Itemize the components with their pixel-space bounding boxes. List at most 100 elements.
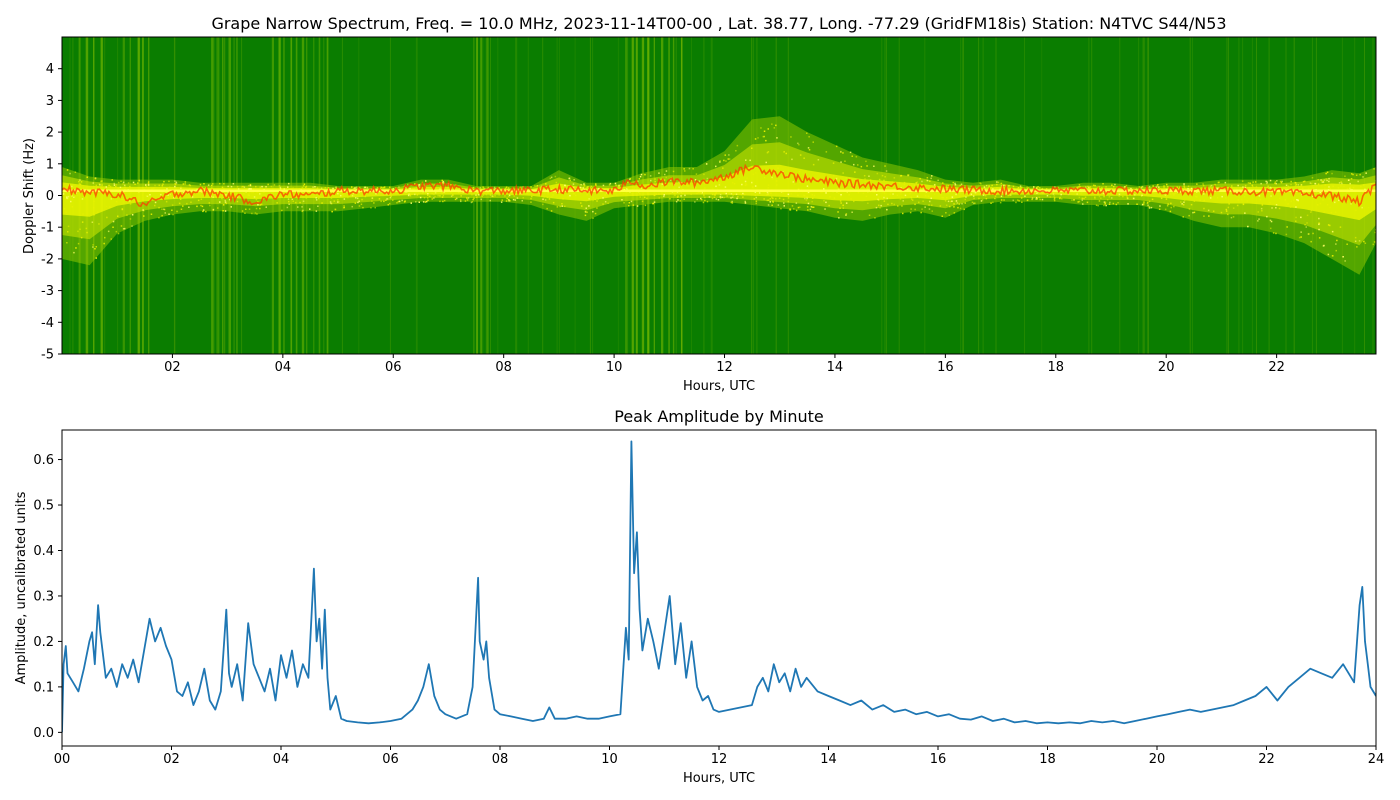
speckle	[1265, 180, 1267, 183]
speckle	[695, 186, 697, 189]
speckle	[1078, 200, 1081, 203]
speckle	[604, 194, 607, 196]
y-tick-label: 0.0	[33, 726, 54, 741]
speckle	[441, 191, 444, 193]
speckle	[128, 200, 131, 202]
speckle	[66, 186, 68, 189]
speckle	[574, 188, 576, 190]
speckle	[887, 203, 889, 206]
speckle	[965, 196, 967, 198]
speckle	[559, 205, 561, 208]
speckle	[1105, 204, 1107, 207]
speckle	[722, 167, 724, 169]
speckle	[1017, 188, 1019, 190]
speckle	[378, 198, 381, 200]
speckle	[646, 197, 648, 200]
speckle	[572, 183, 575, 185]
speckle	[244, 212, 246, 214]
x-tick-label: 18	[1039, 752, 1056, 767]
speckle	[287, 186, 289, 188]
speckle	[647, 187, 650, 190]
speckle	[1012, 199, 1014, 202]
speckle	[184, 181, 187, 183]
speckle	[1032, 187, 1035, 190]
speckle	[984, 194, 987, 197]
speckle	[1227, 213, 1229, 216]
speckle	[825, 192, 827, 194]
speckle	[1355, 209, 1357, 212]
speckle	[864, 178, 866, 180]
speckle	[900, 193, 902, 196]
speckle	[129, 218, 132, 220]
speckle	[1244, 186, 1246, 189]
speckle	[99, 184, 101, 186]
speckle	[1118, 195, 1120, 197]
speckle	[644, 173, 646, 176]
speckle	[744, 184, 747, 187]
speckle	[520, 187, 523, 190]
speckle	[1325, 172, 1327, 175]
speckle	[483, 192, 485, 195]
speckle	[1355, 174, 1358, 176]
speckle	[94, 177, 97, 180]
speckle	[731, 202, 734, 204]
speckle	[1109, 201, 1111, 204]
speckle	[1164, 194, 1167, 196]
speckle	[933, 184, 936, 186]
speckle	[944, 200, 947, 202]
speckle	[298, 188, 301, 190]
speckle	[1114, 183, 1116, 186]
speckle	[1261, 204, 1264, 206]
speckle	[1321, 180, 1324, 182]
speckle	[597, 198, 599, 200]
speckle	[1242, 203, 1245, 206]
speckle	[407, 194, 410, 197]
speckle	[358, 191, 360, 193]
speckle	[132, 181, 135, 184]
x-tick-label: 14	[827, 360, 844, 375]
speckle	[567, 193, 569, 196]
speckle	[532, 193, 535, 195]
speckle	[446, 187, 449, 189]
speckle	[849, 188, 852, 191]
speckle	[243, 186, 246, 188]
speckle	[1254, 181, 1257, 183]
speckle	[202, 210, 204, 213]
speckle	[1234, 187, 1236, 190]
speckle	[247, 184, 250, 187]
speckle	[145, 184, 147, 186]
speckle	[494, 188, 496, 190]
speckle	[174, 180, 176, 182]
speckle	[475, 194, 477, 196]
speckle	[755, 196, 757, 199]
speckle	[910, 185, 913, 187]
speckle	[708, 196, 711, 198]
speckle	[1208, 215, 1210, 217]
speckle	[1078, 196, 1081, 199]
speckle	[649, 188, 651, 191]
speckle	[1221, 195, 1223, 198]
speckle	[928, 208, 931, 210]
speckle	[70, 204, 72, 206]
speckle	[573, 193, 576, 195]
speckle	[66, 242, 68, 244]
speckle	[1122, 195, 1124, 198]
speckle	[427, 194, 429, 196]
x-tick-label: 18	[1048, 360, 1065, 375]
speckle	[694, 201, 696, 203]
speckle	[1164, 208, 1167, 211]
y-tick-label: 1	[46, 157, 54, 172]
speckle	[315, 199, 318, 201]
speckle	[92, 188, 94, 190]
speckle	[1349, 182, 1351, 185]
speckle	[95, 184, 97, 187]
speckle	[431, 198, 433, 200]
speckle	[79, 183, 82, 186]
speckle	[375, 193, 377, 195]
speckle	[85, 196, 88, 199]
speckle	[1053, 197, 1056, 199]
speckle	[877, 198, 879, 201]
speckle	[896, 194, 899, 196]
speckle	[821, 191, 823, 194]
speckle	[1332, 255, 1334, 257]
